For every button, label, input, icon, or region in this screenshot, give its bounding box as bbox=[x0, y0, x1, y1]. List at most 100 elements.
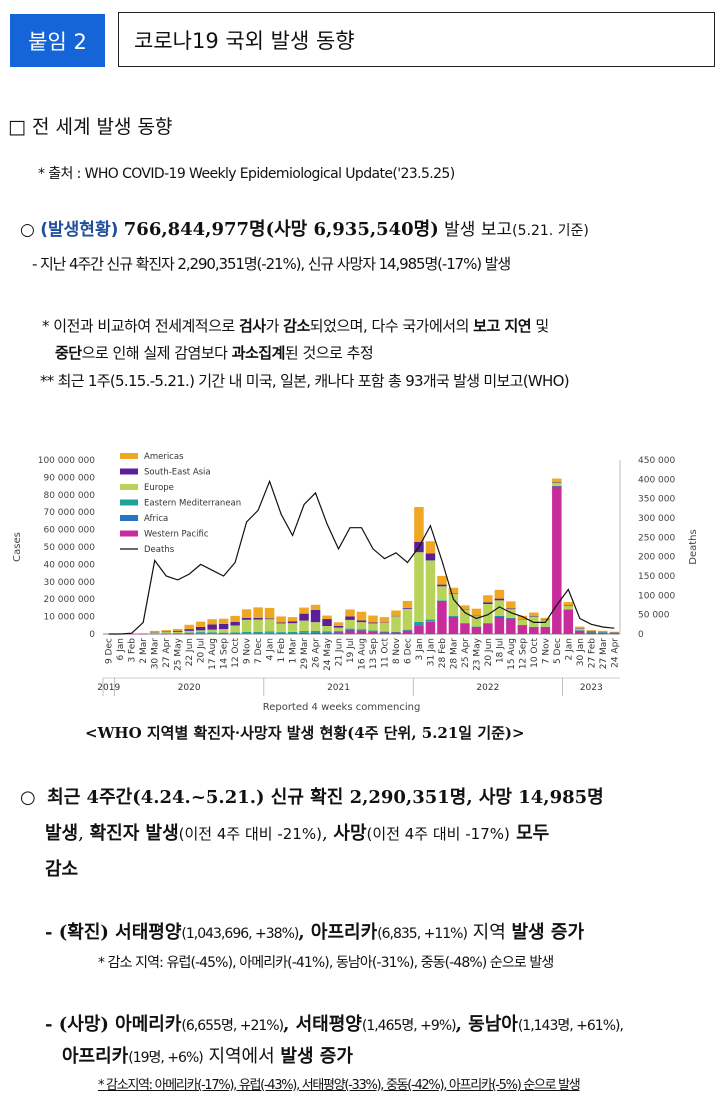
bar-segment bbox=[448, 616, 459, 617]
detail-emph: 발생 증가 bbox=[511, 922, 585, 943]
legend-label: Americas bbox=[144, 452, 184, 462]
bar-segment bbox=[184, 633, 194, 635]
bar-segment bbox=[149, 633, 160, 635]
bar-segment bbox=[241, 633, 252, 634]
bar-segment bbox=[379, 622, 390, 623]
y-tick-label: 50 000 000 bbox=[43, 543, 95, 553]
detail-dash: - (사망) bbox=[45, 1014, 116, 1035]
bar-segment bbox=[241, 609, 252, 618]
y-tick-label: 10 000 000 bbox=[43, 613, 95, 623]
bar-segment bbox=[356, 630, 367, 631]
bar-segment bbox=[161, 630, 171, 632]
y2-tick-label: 200 000 bbox=[638, 553, 675, 563]
bar-segment bbox=[345, 616, 355, 620]
bar-segment bbox=[506, 618, 516, 619]
bar-segment bbox=[460, 623, 470, 624]
sep: , bbox=[283, 1014, 296, 1035]
bar-segment bbox=[517, 619, 528, 626]
bar-segment bbox=[356, 611, 367, 621]
bar-segment bbox=[195, 632, 206, 634]
bar-segment bbox=[126, 633, 137, 635]
region-stat: (6,655명, +21%) bbox=[181, 1018, 284, 1034]
bar-segment bbox=[437, 575, 447, 585]
note-text: 가 bbox=[265, 317, 284, 335]
x-tick-label: 28 Feb bbox=[438, 638, 448, 669]
y-tick-label: 80 000 000 bbox=[43, 491, 95, 501]
year-label: 2022 bbox=[476, 683, 499, 693]
death-note-text: * 감소지역: 아메리카(-17%), 유럽(-43%), 서태평양(-33%)… bbox=[98, 1078, 581, 1093]
y-tick-label: 30 000 000 bbox=[43, 578, 95, 588]
bar-segment bbox=[299, 631, 309, 633]
bar-segment bbox=[149, 630, 160, 632]
bar-segment bbox=[379, 622, 390, 632]
region-stat: (1,465명, +9%) bbox=[361, 1018, 457, 1034]
bar-segment bbox=[207, 633, 217, 634]
bar-segment bbox=[161, 633, 171, 635]
legend-label: South-East Asia bbox=[144, 468, 211, 478]
bar-segment bbox=[529, 616, 539, 627]
year-label: 2021 bbox=[327, 683, 350, 693]
x-tick-label: 11 Oct bbox=[380, 638, 390, 668]
legend-swatch bbox=[120, 515, 138, 521]
bar-segment bbox=[598, 632, 608, 634]
detail-text: 지역 bbox=[466, 922, 512, 943]
bar-segment bbox=[552, 485, 562, 487]
summary-headline: 최근 4주간(4.24.~5.21.) 신규 확진 2,290,351명, 사망… bbox=[47, 787, 604, 808]
sep: , bbox=[298, 922, 311, 943]
x-tick-label: 12 Oct bbox=[231, 638, 241, 668]
note-text: 된 것으로 추정 bbox=[284, 344, 374, 362]
bar-segment bbox=[138, 633, 148, 635]
x-tick-label: 20 Jul bbox=[197, 638, 207, 663]
bar-segment bbox=[575, 630, 585, 631]
bar-segment bbox=[322, 632, 332, 634]
figure-caption: <WHO 지역별 확진자·사망자 발생 현황(4주 단위, 5.21일 기준)> bbox=[85, 724, 525, 742]
page-title: 코로나19 국외 발생 동향 bbox=[118, 12, 715, 67]
x-tick-label: 7 Dec bbox=[254, 638, 264, 664]
legend-label: Deaths bbox=[144, 545, 175, 555]
legend-swatch bbox=[120, 453, 138, 459]
death-detail-line-2: 아프리카(19명, +6%) 지역에서 발생 증가 bbox=[62, 1042, 353, 1068]
x-tick-label: 2 Mar bbox=[139, 638, 149, 664]
bar-segment bbox=[333, 631, 344, 632]
bar-segment bbox=[299, 613, 309, 621]
status-bullet: ○ bbox=[20, 220, 35, 240]
bar-segment bbox=[540, 626, 551, 628]
x-tick-label: 25 May bbox=[174, 637, 184, 671]
bar-segment bbox=[598, 631, 608, 633]
bar-segment bbox=[161, 633, 171, 634]
bar-segment bbox=[437, 600, 447, 601]
bar-segment bbox=[368, 630, 378, 632]
x-tick-label: 24 May bbox=[323, 637, 333, 671]
bar-segment bbox=[437, 600, 447, 602]
bar-segment bbox=[552, 478, 562, 483]
bar-segment bbox=[414, 552, 424, 622]
bar-segment bbox=[529, 615, 539, 617]
bar-segment bbox=[310, 604, 321, 610]
bar-segment bbox=[161, 631, 171, 633]
bar-segment bbox=[552, 482, 562, 486]
x-tick-label: 15 Aug bbox=[507, 638, 517, 670]
bar-segment bbox=[471, 626, 482, 628]
bar-segment bbox=[471, 608, 482, 616]
bar-segment bbox=[230, 633, 240, 634]
bar-segment bbox=[287, 633, 298, 634]
bar-segment bbox=[218, 623, 229, 630]
bar-segment bbox=[322, 625, 332, 632]
bar-segment bbox=[494, 600, 505, 616]
bar-segment bbox=[264, 633, 275, 634]
summary-line-3: 감소 bbox=[20, 852, 718, 888]
x-tick-label: 27 Feb bbox=[587, 638, 597, 669]
bar-segment bbox=[333, 631, 344, 633]
bar-segment bbox=[586, 632, 597, 634]
note-text: * 이전과 비교하여 전세계적으로 bbox=[42, 317, 239, 335]
bar-segment bbox=[172, 631, 183, 632]
bar-segment bbox=[241, 617, 252, 620]
bar-segment bbox=[575, 628, 585, 631]
bar-segment bbox=[149, 631, 160, 633]
source-note: * 출처 : WHO COVID-19 Weekly Epidemiologic… bbox=[38, 166, 455, 182]
summary-emph: 확진자 발생 bbox=[89, 823, 179, 844]
x-tick-label: 2 Jan bbox=[564, 638, 574, 660]
bar-segment bbox=[310, 632, 321, 634]
bar-segment bbox=[506, 618, 516, 634]
death-detail: - (사망) 아메리카(6,655명, +21%), 서태평양(1,465명, … bbox=[45, 1010, 624, 1036]
